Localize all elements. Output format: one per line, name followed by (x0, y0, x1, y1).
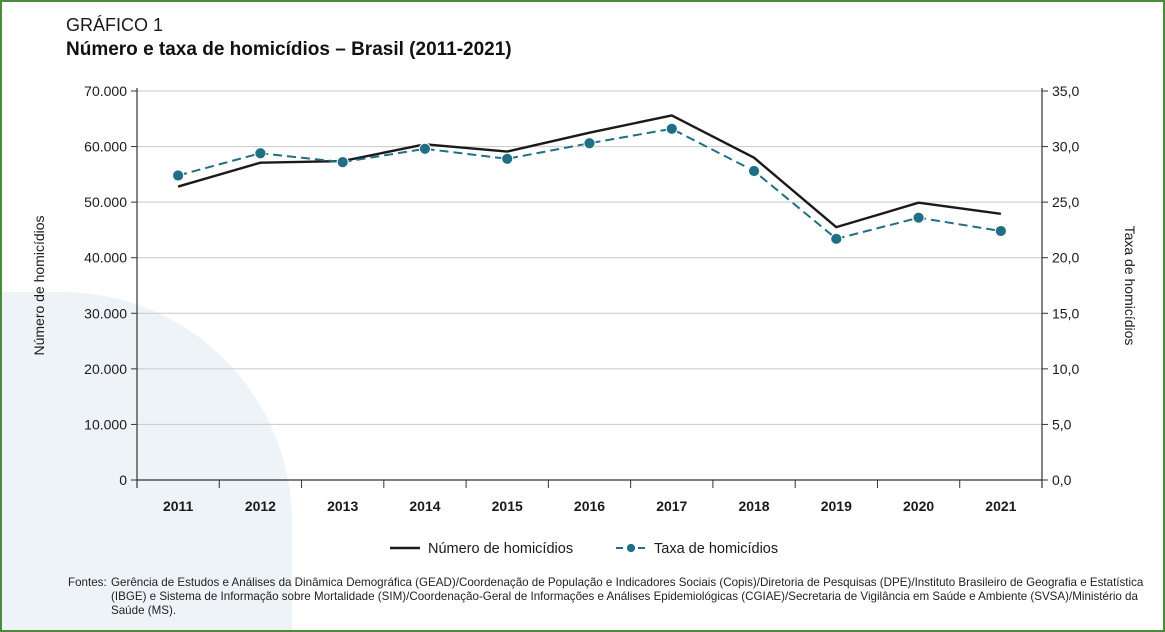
x-tick-label: 2013 (327, 498, 358, 514)
chart-title: Número e taxa de homicídios – Brasil (20… (66, 39, 512, 60)
data-point-taxa-de-homicidios (501, 152, 514, 165)
series-line-taxa-de-homicidios (177, 127, 1002, 240)
x-tick-label: 2020 (903, 498, 934, 514)
y-right-axis-label: Taxa de homicídios (1122, 226, 1138, 346)
y-left-tick-label: 0 (119, 472, 127, 488)
y-right-tick-label: 0,0 (1052, 472, 1072, 488)
data-point-taxa-de-homicidios (172, 169, 185, 182)
sources-label: Fontes: (68, 576, 107, 589)
data-point-taxa-de-homicidios (254, 147, 267, 160)
y-right-tick-label: 5,0 (1052, 416, 1072, 432)
data-point-taxa-de-homicidios (747, 164, 761, 178)
x-tick-label: 2011 (163, 498, 194, 514)
data-point-taxa-de-homicidios (994, 224, 1007, 238)
data-point-taxa-de-homicidios (665, 122, 678, 135)
y-left-tick-label: 10.000 (84, 416, 127, 432)
legend-label-numero-de-homicidios: Número de homicídios (428, 541, 573, 557)
series-line-numero-de-homicidios (177, 114, 1002, 229)
y-left-tick-label: 30.000 (84, 305, 127, 321)
chart-kicker: GRÁFICO 1 (66, 15, 164, 35)
x-tick-label: 2017 (656, 498, 687, 514)
y-left-tick-label: 60.000 (84, 139, 127, 155)
y-right-tick-label: 25,0 (1052, 194, 1079, 210)
legend-label-taxa-de-homicidios: Taxa de homicídios (654, 541, 778, 557)
line-chart: 0 0,0 10.000 5,0 20.000 10,0 30.000 15,0 40.000 2… (31, 83, 1138, 557)
x-tick-label: 2014 (409, 498, 440, 514)
x-tick-label: 2016 (574, 498, 605, 514)
y-left-tick-label: 20.000 (84, 361, 127, 377)
y-right-tick-label: 10,0 (1052, 361, 1079, 377)
y-right-tick-label: 15,0 (1052, 305, 1079, 321)
x-tick-label: 2019 (821, 498, 852, 514)
x-tick-label: 2012 (245, 498, 276, 514)
data-point-taxa-de-homicidios (418, 142, 432, 155)
data-point-taxa-de-homicidios (830, 232, 843, 245)
y-right-tick-label: 30,0 (1052, 139, 1079, 155)
data-point-taxa-de-homicidios (336, 156, 349, 169)
data-point-taxa-de-homicidios (583, 137, 596, 150)
x-tick-label: 2015 (492, 498, 523, 514)
y-left-axis-label: Número de homicídios (31, 215, 47, 355)
y-left-tick-label: 50.000 (84, 194, 127, 210)
y-right-tick-label: 20,0 (1052, 250, 1079, 266)
y-left-tick-label: 70.000 (84, 83, 127, 99)
y-left-tick-label: 40.000 (84, 250, 127, 266)
y-right-tick-label: 35,0 (1052, 83, 1079, 99)
sources-text: Gerência de Estudos e Análises da Dinâmi… (111, 576, 1144, 617)
x-tick-label: 2018 (738, 498, 769, 514)
x-tick-label: 2021 (985, 498, 1016, 514)
data-point-taxa-de-homicidios (912, 211, 925, 224)
legend-marker-taxa-de-homicidios (625, 542, 637, 554)
sources-note: Fontes: Gerência de Estudos e Análises d… (68, 576, 1158, 618)
